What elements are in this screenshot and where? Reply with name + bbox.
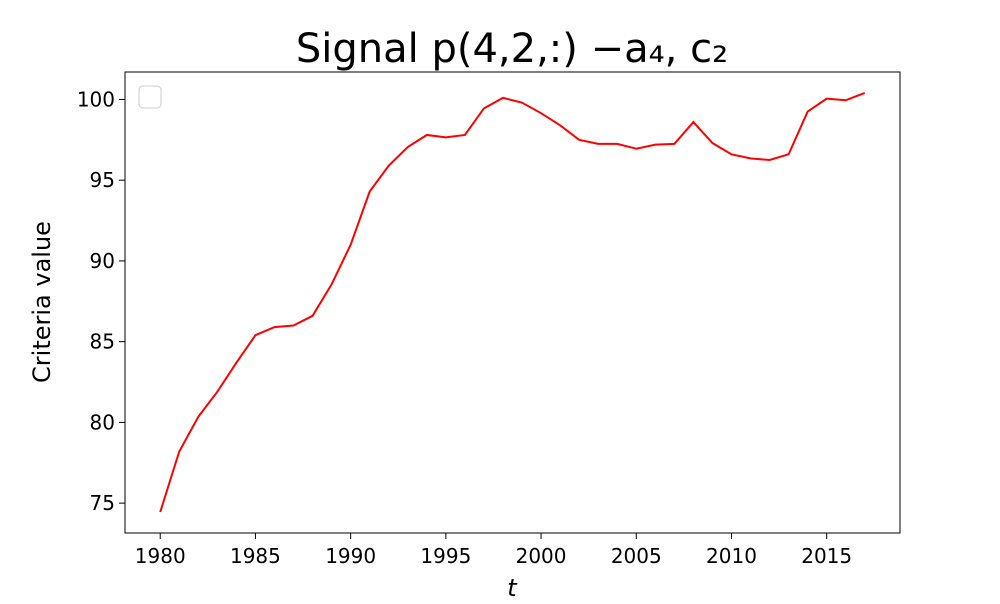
data-line <box>159 92 866 513</box>
y-tick-label: 80 <box>90 410 115 434</box>
x-tick-label: 1985 <box>230 544 281 568</box>
y-tick-label: 95 <box>90 168 115 192</box>
y-tick-label: 90 <box>90 249 115 273</box>
y-tick-label: 100 <box>77 87 115 111</box>
legend-box <box>138 85 162 109</box>
x-tick-label: 1980 <box>135 544 186 568</box>
x-tick-label: 1990 <box>325 544 376 568</box>
x-tick-label: 2000 <box>516 544 567 568</box>
y-axis-label: Criteria value <box>28 221 56 383</box>
x-axis-label: t <box>507 574 518 600</box>
x-tick-label: 1995 <box>420 544 471 568</box>
x-tick-label: 2005 <box>611 544 662 568</box>
x-tick-label: 2010 <box>706 544 757 568</box>
plot-frame <box>124 71 901 534</box>
x-tick-label: 2015 <box>801 544 852 568</box>
chart-title: Signal p(4,2,:) −a₄, c₂ <box>296 26 728 72</box>
y-tick-label: 85 <box>90 330 115 354</box>
y-tick-label: 75 <box>90 491 115 515</box>
